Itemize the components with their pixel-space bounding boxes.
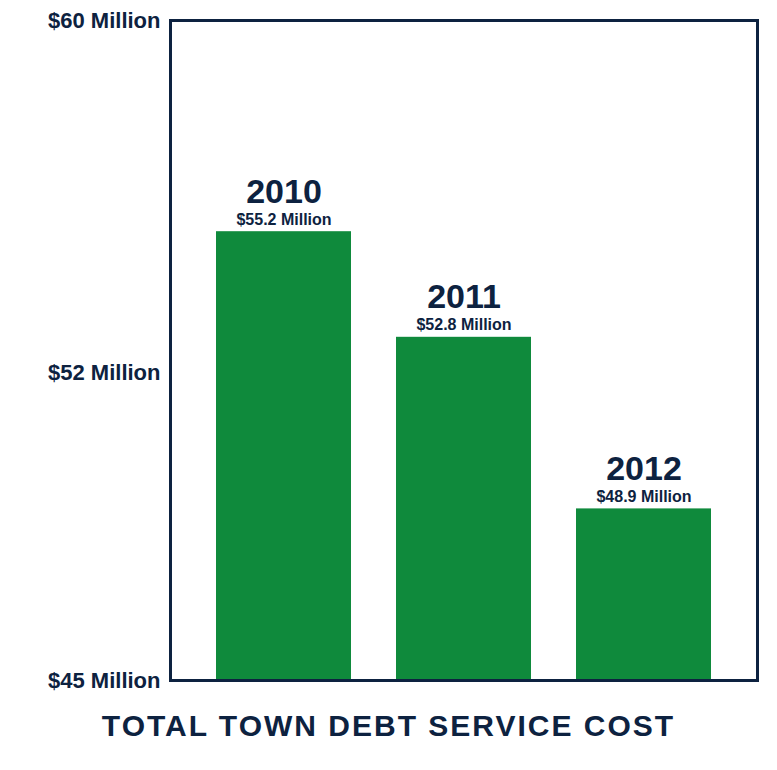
svg-text:$48.9 Million: $48.9 Million [596, 488, 691, 505]
svg-text:$55.2 Million: $55.2 Million [236, 211, 331, 228]
svg-text:2012: 2012 [606, 449, 682, 487]
html-text:TOTAL TOWN DEBT SERVICE COST: TOTAL TOWN DEBT SERVICE COST [101, 709, 676, 742]
svg-text:2010: 2010 [246, 172, 322, 210]
svg-text:2011: 2011 [427, 277, 501, 315]
svg-text:$60 Million: $60 Million [48, 8, 160, 33]
svg-text:$45 Million: $45 Million [48, 668, 160, 693]
svg-text:$52 Million: $52 Million [48, 360, 160, 385]
svg-text:$52.8 Million: $52.8 Million [416, 316, 511, 333]
